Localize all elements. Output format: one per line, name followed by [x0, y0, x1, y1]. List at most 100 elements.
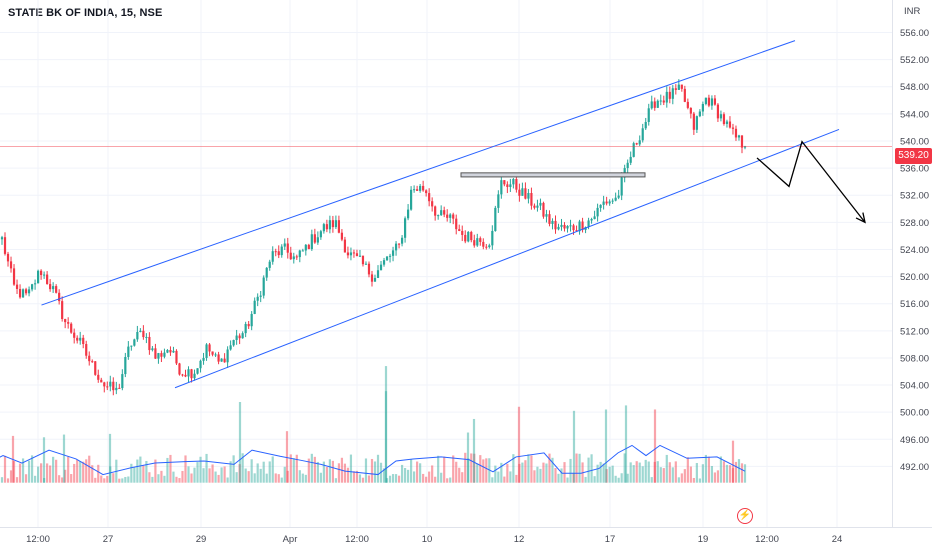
candle: [148, 332, 151, 355]
candle-body: [169, 349, 172, 353]
candle-body: [3, 237, 7, 254]
lightning-icon[interactable]: ⚡: [737, 508, 753, 524]
candle: [596, 203, 599, 222]
volume-bar: [385, 478, 389, 483]
candle: [247, 320, 250, 329]
candle-body: [364, 263, 368, 265]
volume-bar: [364, 458, 368, 483]
volume-bar: [509, 471, 512, 483]
x-tick-label: 29: [196, 534, 207, 545]
volume-bar: [440, 472, 443, 483]
volume-bar: [247, 471, 250, 483]
candle: [220, 358, 223, 362]
candle: [130, 345, 133, 351]
candle: [527, 188, 530, 204]
candle-body: [608, 201, 611, 204]
candle: [151, 346, 154, 352]
volume-bar: [277, 474, 280, 483]
candle: [575, 225, 578, 232]
candle: [49, 279, 52, 292]
volume-bar: [482, 459, 485, 483]
volume-bar: [268, 461, 271, 483]
candle: [653, 97, 656, 111]
candle-body: [277, 251, 280, 256]
candle-body: [268, 261, 271, 268]
volume-bar: [644, 459, 647, 483]
candle-body: [572, 225, 575, 231]
volume-bar: [73, 463, 76, 483]
volume-bars: [0, 366, 747, 483]
candle-body: [76, 337, 79, 341]
candle-body: [674, 88, 677, 90]
x-tick-label: 12:00: [26, 534, 50, 545]
candle-body: [175, 350, 178, 364]
candle: [563, 222, 566, 232]
candle-body: [530, 193, 533, 206]
candle-body: [166, 349, 169, 353]
candle-body: [416, 189, 419, 191]
candle-body: [470, 231, 473, 241]
candle-body: [6, 253, 10, 262]
candle: [61, 296, 64, 322]
candle: [289, 246, 292, 260]
volume-bar: [624, 405, 628, 483]
candle: [512, 177, 515, 189]
volume-bar: [76, 459, 79, 483]
candle-body: [160, 353, 163, 357]
candle: [223, 353, 226, 363]
chart-title: STATE BK OF INDIA, 15, NSE: [8, 7, 163, 19]
candle: [229, 340, 232, 351]
volume-bar: [121, 478, 124, 483]
candle: [181, 373, 184, 377]
volume-bar: [734, 461, 738, 483]
candle: [307, 243, 310, 250]
candle: [479, 236, 482, 246]
candle-body: [563, 224, 566, 229]
volume-bar: [725, 464, 729, 483]
candle-body: [94, 361, 97, 375]
candle: [82, 334, 85, 349]
candle: [656, 99, 659, 109]
candle-body: [506, 184, 509, 187]
volume-bar: [112, 473, 115, 483]
volume-bar: [319, 472, 322, 483]
candle: [118, 383, 121, 389]
volume-bar: [307, 458, 310, 483]
volume-bar: [403, 467, 407, 483]
candle-body: [575, 230, 578, 232]
candle-body: [437, 215, 440, 217]
candle-body: [304, 244, 307, 251]
candle: [689, 107, 692, 119]
volume-bar: [422, 473, 425, 483]
candle-body: [36, 270, 40, 284]
candle-body: [349, 252, 353, 256]
candle-body: [385, 256, 389, 261]
volume-bar: [512, 454, 515, 483]
candle: [355, 249, 359, 257]
candle: [24, 287, 28, 296]
candle: [434, 205, 437, 221]
candle: [605, 196, 608, 206]
volume-bar: [464, 452, 467, 483]
candle-body: [49, 284, 52, 290]
candle: [235, 329, 238, 345]
volume-bar: [539, 468, 542, 483]
candle: [64, 318, 67, 329]
volume-bar: [130, 463, 133, 483]
candle-body: [509, 184, 512, 187]
volume-bar: [614, 475, 617, 483]
y-tick-label: 524.00: [900, 245, 929, 256]
candle-body: [617, 195, 620, 198]
volume-bar: [145, 460, 148, 483]
volume-bar: [653, 461, 656, 483]
candle-body: [91, 361, 94, 363]
candle-body: [428, 193, 431, 202]
volume-bar: [250, 459, 253, 483]
volume-bar: [181, 470, 184, 483]
candle: [557, 223, 560, 231]
candle-body: [340, 232, 344, 240]
candle-body: [121, 374, 124, 389]
volume-bar: [94, 477, 97, 483]
candle-body: [707, 97, 711, 106]
